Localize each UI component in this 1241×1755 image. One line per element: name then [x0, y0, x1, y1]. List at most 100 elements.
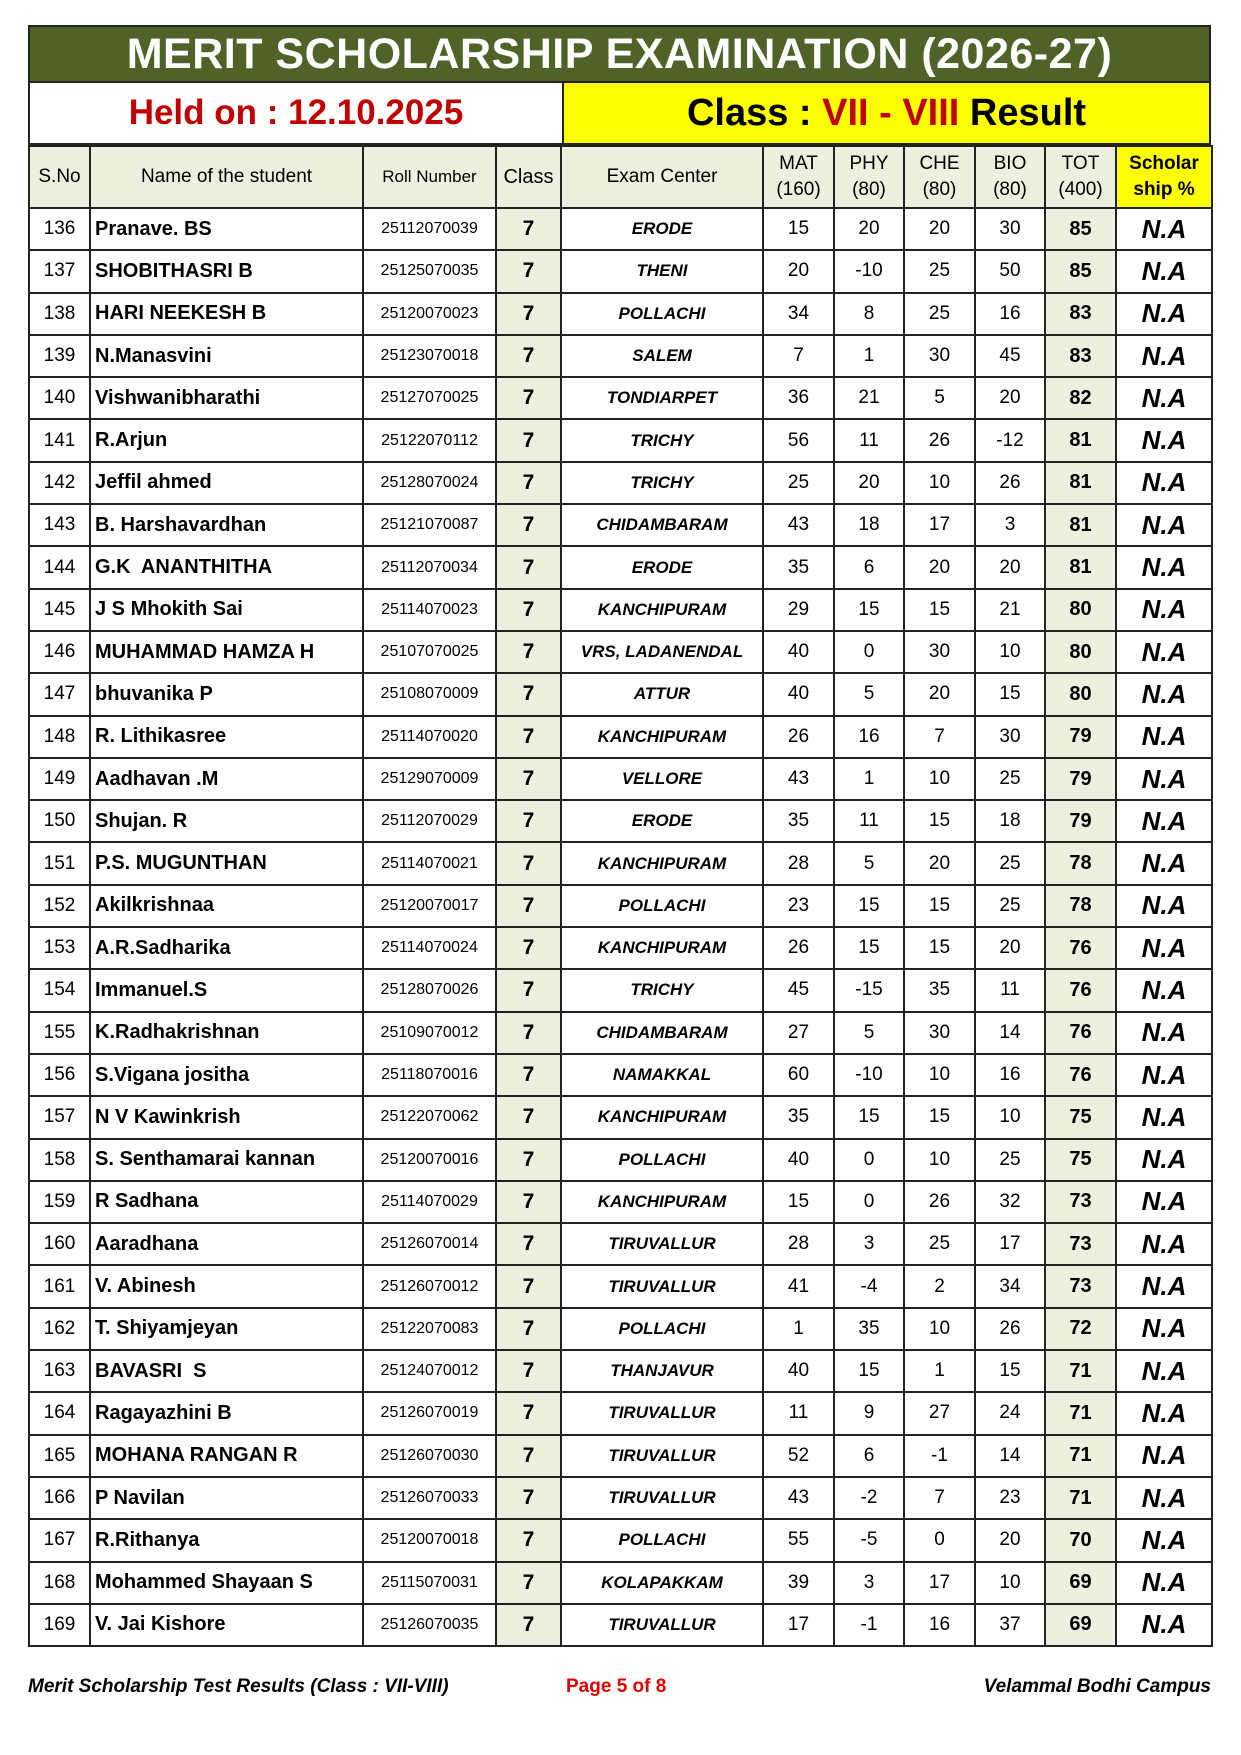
phy-score-cell: 15: [833, 1095, 905, 1140]
exam-center-cell: ATTUR: [560, 672, 764, 717]
phy-label: PHY: [849, 153, 889, 174]
roll-number-cell: 25124070012: [362, 1349, 497, 1394]
total-score-cell: 69: [1044, 1560, 1117, 1605]
bio-score-cell: 16: [974, 1052, 1046, 1098]
table-row: 137 SHOBITHASRI B 25125070035 7 THENI 20 -10 25…: [28, 249, 1213, 294]
student-name-cell: bhuvanika P: [89, 672, 364, 717]
sno-cell: 166: [28, 1475, 91, 1521]
table-row: 161 V. Abinesh 25126070012 7 TIRUVALLUR 41 -4 2…: [28, 1264, 1213, 1309]
table-row: 136 Pranave. BS 25112070039 7 ERODE 15 20 20 30 8…: [28, 206, 1213, 252]
results-sheet: MERIT SCHOLARSHIP EXAMINATION (2026-27) …: [28, 25, 1213, 1648]
sno-cell: 165: [28, 1433, 91, 1478]
exam-center-cell: KANCHIPURAM: [560, 926, 764, 971]
class-cell: 7: [495, 799, 562, 844]
class-cell: 7: [495, 756, 562, 802]
total-score-cell: 71: [1044, 1475, 1117, 1521]
che-score-cell: 20: [903, 206, 976, 252]
table-row: 162 T. Shiyamjeyan 25122070083 7 POLLACHI 1 35…: [28, 1306, 1213, 1352]
mat-score-cell: 40: [762, 629, 835, 675]
phy-score-cell: 8: [833, 291, 905, 336]
student-name-cell: R.Arjun: [89, 418, 364, 463]
mat-score-cell: 23: [762, 883, 835, 929]
bio-score-cell: 20: [974, 545, 1046, 590]
table-row: 160 Aaradhana 25126070014 7 TIRUVALLUR 28 3 25 1…: [28, 1222, 1213, 1267]
bio-score-cell: 26: [974, 1306, 1046, 1352]
total-score-cell: 78: [1044, 883, 1117, 929]
mat-score-cell: 56: [762, 418, 835, 463]
phy-score-cell: 11: [833, 418, 905, 463]
scholarship-cell: N.A: [1115, 1433, 1213, 1478]
table-row: 168 Mohammed Shayaan S 25115070031 7 KOLAPAK…: [28, 1560, 1213, 1605]
mat-score-cell: 15: [762, 206, 835, 252]
student-name-cell: V. Jai Kishore: [89, 1602, 364, 1648]
sch-label-1: Scholar: [1129, 153, 1199, 174]
roll-number-cell: 25126070014: [362, 1222, 497, 1267]
class-cell: 7: [495, 1518, 562, 1563]
col-tot: TOT (400): [1044, 145, 1117, 209]
roll-number-cell: 25122070112: [362, 418, 497, 463]
mat-score-cell: 35: [762, 1095, 835, 1140]
total-score-cell: 81: [1044, 418, 1117, 463]
scholarship-cell: N.A: [1115, 714, 1213, 759]
col-roll: Roll Number: [362, 145, 497, 209]
total-score-cell: 82: [1044, 376, 1117, 421]
roll-number-cell: 25109070012: [362, 1010, 497, 1055]
roll-number-cell: 25121070087: [362, 503, 497, 548]
scholarship-cell: N.A: [1115, 1222, 1213, 1267]
scholarship-cell: N.A: [1115, 503, 1213, 548]
total-score-cell: 80: [1044, 672, 1117, 717]
bio-score-cell: 15: [974, 672, 1046, 717]
total-score-cell: 71: [1044, 1349, 1117, 1394]
scholarship-cell: N.A: [1115, 376, 1213, 421]
table-row: 149 Aadhavan .M 25129070009 7 VELLORE 43 1 10 25…: [28, 756, 1213, 802]
exam-center-cell: SALEM: [560, 333, 764, 379]
scholarship-cell: N.A: [1115, 1602, 1213, 1648]
results-table: S.No Name of the student Roll Number Cla…: [28, 145, 1213, 1648]
che-score-cell: 26: [903, 1179, 976, 1225]
phy-score-cell: 1: [833, 756, 905, 802]
sno-cell: 151: [28, 841, 91, 886]
roll-number-cell: 25126070035: [362, 1602, 497, 1648]
class-cell: 7: [495, 883, 562, 929]
bio-score-cell: 25: [974, 883, 1046, 929]
table-row: 163 BAVASRI S 25124070012 7 THANJAVUR 40 15 1 15…: [28, 1349, 1213, 1394]
student-name-cell: SHOBITHASRI B: [89, 249, 364, 294]
class-cell: 7: [495, 249, 562, 294]
bio-score-cell: 10: [974, 1560, 1046, 1605]
col-bio: BIO (80): [974, 145, 1046, 209]
student-name-cell: P.S. MUGUNTHAN: [89, 841, 364, 886]
scholarship-cell: N.A: [1115, 545, 1213, 590]
phy-score-cell: 3: [833, 1222, 905, 1267]
scholarship-cell: N.A: [1115, 1095, 1213, 1140]
class-cell: 7: [495, 1349, 562, 1394]
sno-cell: 137: [28, 249, 91, 294]
che-score-cell: 7: [903, 1475, 976, 1521]
roll-number-cell: 25108070009: [362, 672, 497, 717]
sno-cell: 148: [28, 714, 91, 759]
sno-cell: 138: [28, 291, 91, 336]
page-footer: Merit Scholarship Test Results (Class : …: [28, 1676, 1211, 1702]
bio-score-cell: 17: [974, 1222, 1046, 1267]
table-row: 155 K.Radhakrishnan 25109070012 7 CHIDAMBARA…: [28, 1010, 1213, 1055]
table-row: 166 P Navilan 25126070033 7 TIRUVALLUR 43 -2 7 2…: [28, 1475, 1213, 1521]
che-max: (80): [922, 179, 957, 200]
exam-center-cell: ERODE: [560, 206, 764, 252]
col-name: Name of the student: [89, 145, 364, 209]
sno-cell: 142: [28, 460, 91, 506]
student-name-cell: Jeffil ahmed: [89, 460, 364, 506]
class-cell: 7: [495, 460, 562, 506]
class-cell: 7: [495, 1560, 562, 1605]
sno-cell: 139: [28, 333, 91, 379]
che-score-cell: 17: [903, 1560, 976, 1605]
scholarship-cell: N.A: [1115, 1264, 1213, 1309]
student-name-cell: Immanuel.S: [89, 968, 364, 1013]
col-sno: S.No: [28, 145, 91, 209]
table-row: 164 Ragayazhini B 25126070019 7 TIRUVALLUR 11…: [28, 1391, 1213, 1436]
col-phy: PHY (80): [833, 145, 905, 209]
roll-number-cell: 25114070029: [362, 1179, 497, 1225]
che-score-cell: 17: [903, 503, 976, 548]
mat-score-cell: 45: [762, 968, 835, 1013]
bio-score-cell: 26: [974, 460, 1046, 506]
total-score-cell: 73: [1044, 1179, 1117, 1225]
student-name-cell: Shujan. R: [89, 799, 364, 844]
